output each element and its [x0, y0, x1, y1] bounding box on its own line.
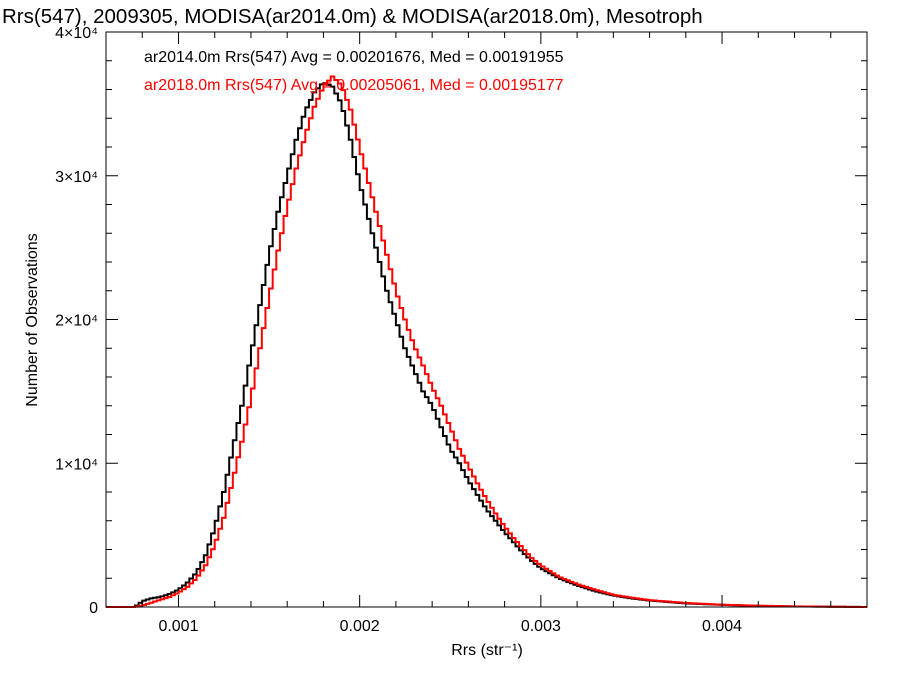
y-tick-label: 1×10⁴: [55, 456, 98, 473]
chart-title: Rrs(547), 2009305, MODISA(ar2014.0m) & M…: [2, 5, 703, 28]
y-tick-label: 2×10⁴: [55, 313, 98, 330]
legend-entry-ar2014: ar2014.0m Rrs(547) Avg = 0.00201676, Med…: [144, 49, 564, 66]
series-line-ar2018: [106, 75, 867, 608]
y-tick-label: 4×10⁴: [55, 25, 98, 42]
x-tick-label: 0.002: [340, 618, 380, 635]
legend-entry-ar2018: ar2018.0m Rrs(547) Avg = 0.00205061, Med…: [144, 77, 564, 94]
y-axis-label: Number of Observations: [24, 233, 41, 406]
x-tick-label: 0.001: [158, 618, 198, 635]
plot-frame: [105, 31, 868, 608]
y-tick-label: 3×10⁴: [55, 169, 98, 186]
y-tick-label: 0: [89, 600, 98, 617]
x-tick-label: 0.003: [521, 618, 561, 635]
ticks-layer: 0.001 0.002 0.003 0.004 0 1×10⁴ 2×10⁴ 3×10⁴ 4×10…: [55, 25, 867, 635]
x-axis-label: Rrs (str⁻¹): [451, 642, 523, 659]
x-tick-label: 0.004: [702, 618, 742, 635]
series-layer: [106, 75, 867, 608]
